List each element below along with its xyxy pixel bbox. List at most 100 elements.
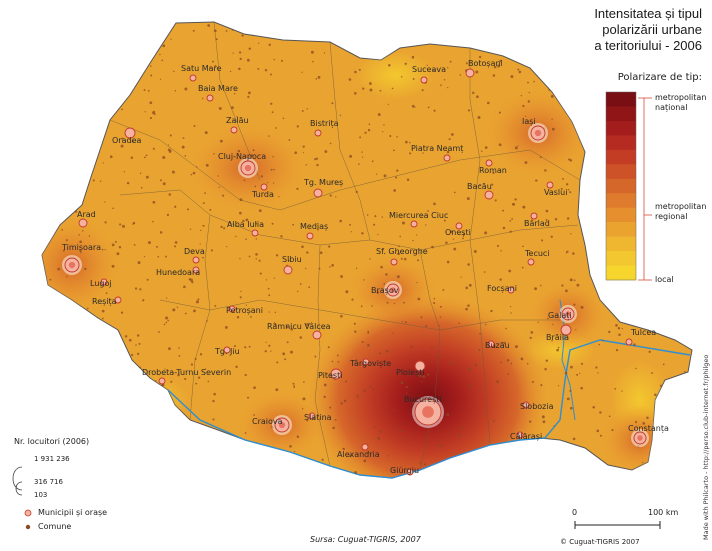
commune-dot — [518, 70, 522, 74]
commune-dot — [178, 354, 181, 357]
commune-dot — [166, 297, 168, 299]
city-label: Pitești — [318, 371, 343, 380]
commune-dot — [169, 134, 172, 137]
commune-dot — [354, 70, 357, 74]
city-marker-core — [565, 311, 571, 317]
commune-dot — [411, 104, 415, 108]
commune-dot — [122, 224, 125, 228]
commune-dot — [662, 363, 665, 366]
commune-dot — [296, 187, 299, 191]
commune-dot — [139, 366, 141, 368]
legend-ramp-swatch — [606, 193, 636, 208]
city-marker-core — [244, 164, 252, 172]
legend-class-regional: metropolitan regional — [655, 202, 707, 221]
city-label: Zalău — [226, 116, 249, 125]
city-label: Focșani — [487, 284, 517, 293]
commune-dot — [177, 373, 180, 377]
commune-dot — [450, 133, 454, 136]
commune-dot — [491, 183, 494, 186]
commune-dot — [149, 117, 152, 120]
commune-dot — [565, 252, 568, 254]
commune-dot — [264, 350, 267, 353]
commune-dot — [541, 239, 544, 242]
commune-dot — [340, 402, 343, 405]
commune-dot — [354, 471, 358, 474]
commune-dot — [405, 392, 408, 394]
city-marker — [465, 68, 475, 78]
commune-dot — [250, 316, 252, 318]
commune-dot — [363, 459, 367, 463]
commune-dot — [305, 164, 308, 166]
legend-ramp-swatch — [606, 92, 636, 107]
commune-dot — [290, 327, 294, 331]
commune-dot — [294, 451, 296, 453]
commune-dot — [393, 149, 395, 152]
commune-dot — [239, 296, 242, 299]
commune-dot — [398, 429, 401, 432]
commune-dot — [599, 411, 602, 414]
commune-dot — [232, 52, 234, 54]
city-marker — [124, 127, 136, 139]
commune-dot — [282, 117, 285, 120]
commune-dot — [235, 365, 238, 369]
commune-dot — [159, 53, 161, 56]
commune-dot — [433, 109, 436, 112]
commune-dot — [509, 230, 512, 233]
commune-dot — [268, 311, 270, 313]
commune-dot — [315, 157, 319, 160]
commune-dot — [296, 125, 299, 128]
commune-dot — [345, 380, 348, 383]
commune-dot — [202, 224, 205, 227]
commune-dot — [128, 338, 132, 342]
commune-dot — [305, 267, 307, 270]
commune-dot — [221, 194, 225, 197]
commune-dot — [411, 55, 415, 59]
commune-dot — [476, 95, 479, 99]
commune-dot — [61, 228, 64, 231]
commune-dot — [356, 394, 359, 397]
commune-dot — [374, 426, 376, 428]
commune-dot — [551, 127, 555, 131]
commune-dot — [168, 193, 172, 196]
city-label: Bacău — [467, 182, 492, 191]
city-label: Sibiu — [282, 255, 302, 264]
commune-dot — [635, 367, 637, 370]
commune-dot — [494, 199, 497, 202]
commune-dot — [354, 330, 357, 333]
city-label: Giurgiu — [390, 466, 420, 475]
city-marker — [560, 324, 572, 336]
legend-ramp-swatch — [606, 222, 636, 237]
commune-dot — [210, 249, 213, 252]
commune-dot — [293, 385, 296, 387]
commune-dot — [243, 179, 246, 182]
commune-dot — [162, 383, 165, 387]
commune-dot — [561, 284, 564, 287]
commune-dot — [288, 139, 291, 141]
commune-dot — [462, 237, 464, 240]
commune-dot — [130, 353, 134, 357]
commune-dot — [139, 172, 142, 175]
city-label: Lugoj — [90, 279, 112, 288]
commune-dot — [511, 217, 513, 220]
commune-dot — [573, 279, 576, 282]
commune-dot — [161, 59, 164, 62]
commune-dot — [447, 86, 449, 89]
commune-dot — [105, 292, 108, 295]
commune-dot — [539, 156, 542, 159]
commune-dot — [65, 239, 68, 242]
comune-legend-symbol — [25, 524, 31, 530]
commune-dot — [400, 430, 403, 433]
commune-dot — [250, 154, 253, 157]
commune-dot — [289, 445, 292, 448]
commune-dot — [467, 109, 471, 112]
city-marker — [546, 181, 554, 189]
commune-dot — [437, 430, 440, 432]
commune-dot — [503, 341, 506, 345]
commune-dot — [544, 169, 547, 172]
commune-dot — [364, 131, 367, 134]
commune-dot — [66, 276, 68, 278]
commune-dot — [401, 221, 405, 225]
commune-dot — [438, 444, 442, 448]
commune-dot — [145, 175, 149, 179]
city-marker — [192, 266, 200, 274]
